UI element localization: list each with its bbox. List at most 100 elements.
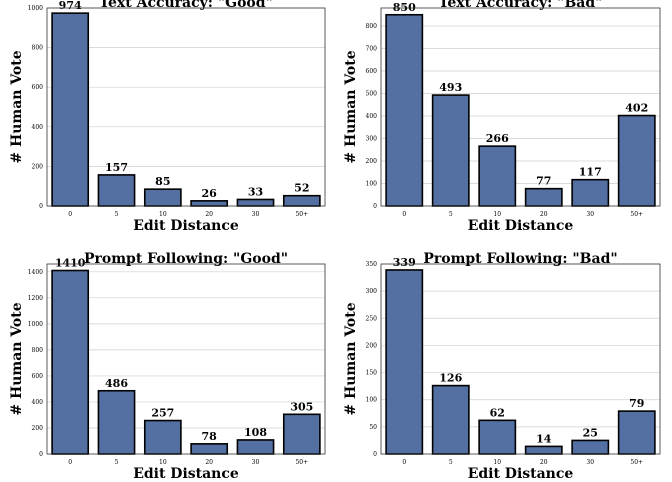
x-tick-label: 20 [540,459,548,466]
y-axis-label: # Human Vote [9,50,25,163]
y-axis-label: # Human Vote [343,302,359,415]
bar-50plus [617,410,656,455]
data-label: 493 [439,81,462,94]
data-label: 157 [105,161,128,174]
data-label: 52 [294,182,309,195]
y-tick-label: 200 [366,342,378,349]
bar-10 [143,419,182,455]
y-tick-label: 0 [39,451,43,458]
data-label: 62 [490,406,505,419]
bar-5 [97,389,136,455]
x-tick-label: 0 [402,459,406,466]
bar-20 [524,187,563,207]
x-tick-label: 10 [159,211,167,218]
data-label: 79 [629,397,644,410]
x-tick-label: 10 [159,459,167,466]
y-tick-label: 0 [373,203,377,210]
x-axis-label: Edit Distance [133,218,239,234]
data-label: 850 [393,1,416,14]
data-label: 108 [244,426,267,439]
y-tick-label: 300 [366,288,378,295]
x-tick-label: 30 [252,211,260,218]
bar-50plus [617,114,656,207]
chart-title: Text Accuracy: "Good" [99,0,273,11]
bar-10 [478,419,517,455]
y-tick-label: 50 [369,424,377,431]
y-tick-label: 200 [32,163,44,170]
y-tick-label: 1000 [28,321,43,328]
bar-30 [571,178,610,207]
data-label: 26 [202,187,218,200]
data-label: 974 [59,0,82,12]
y-tick-label: 400 [32,124,44,131]
y-tick-label: 100 [366,181,378,188]
data-label: 126 [439,372,462,385]
x-tick-label: 20 [540,211,548,218]
y-tick-label: 100 [366,397,378,404]
data-label: 486 [105,377,128,390]
x-tick-label: 20 [205,211,213,218]
y-tick-label: 600 [32,84,44,91]
x-tick-label: 50+ [630,459,643,466]
data-label: 14 [536,432,552,445]
y-tick-label: 700 [366,46,378,53]
bar-10 [478,145,517,207]
bar-5 [431,384,470,455]
x-tick-label: 10 [493,459,501,466]
x-tick-label: 20 [205,459,213,466]
data-label: 85 [155,175,170,188]
data-label: 1410 [55,257,86,270]
y-tick-label: 400 [366,113,378,120]
chart-title: Prompt Following: "Bad" [423,251,617,267]
bar-30 [236,439,275,455]
x-tick-label: 5 [449,459,453,466]
y-tick-label: 150 [366,370,378,377]
y-axis-label: # Human Vote [9,302,25,415]
bar-20 [190,200,229,207]
bar-30 [571,439,610,455]
chart-panel-2: 0 100 200 300 400 500 600 700 800 850 0 493 5 266 10 77… [343,0,661,234]
y-tick-label: 800 [32,45,44,52]
y-tick-label: 0 [373,451,377,458]
chart-panel-4: 0 50 100 150 200 250 300 350 339 0 126 5 62 10 14 20 25 3… [343,251,661,482]
data-label: 77 [536,175,551,188]
x-tick-label: 0 [402,211,406,218]
y-axis-label: # Human Vote [343,50,359,163]
y-tick-label: 300 [366,136,378,143]
data-label: 33 [248,185,263,198]
data-label: 25 [583,426,598,439]
chart-panel-3: 0 200 400 600 800 1000 1200 1400 1410 0 486 5 257 10 7… [9,251,326,482]
y-tick-label: 350 [366,261,378,268]
data-label: 117 [579,166,602,179]
x-tick-label: 10 [493,211,501,218]
data-label: 266 [486,132,509,145]
data-label: 339 [393,256,416,269]
bar-0 [51,269,90,455]
y-tick-label: 800 [366,23,378,30]
chart-title: Text Accuracy: "Bad" [439,0,603,11]
x-tick-label: 30 [252,459,260,466]
x-axis-label: Edit Distance [468,466,574,482]
y-tick-label: 250 [366,315,378,322]
plot-frame [380,7,661,207]
bar-0 [385,13,424,207]
data-label: 402 [625,102,648,115]
x-axis-label: Edit Distance [133,466,239,482]
x-tick-label: 0 [68,459,72,466]
plot-frame [46,7,326,207]
y-tick-label: 600 [32,373,44,380]
x-tick-label: 30 [586,459,594,466]
plot-frame [380,263,661,455]
x-tick-label: 0 [68,211,72,218]
bar-20 [524,445,563,455]
bar-50plus [282,194,321,207]
y-tick-label: 200 [32,425,44,432]
y-tick-label: 0 [39,203,43,210]
data-label: 305 [290,400,313,413]
chart-panel-1: 0 200 400 600 800 1000 974 0 157 5 85 10 26 20 33 30 52 5… [9,0,326,234]
bar-10 [143,188,182,207]
x-tick-label: 50+ [295,459,308,466]
bar-5 [97,174,136,207]
bar-20 [190,443,229,455]
chart-title: Prompt Following: "Good" [84,251,288,267]
